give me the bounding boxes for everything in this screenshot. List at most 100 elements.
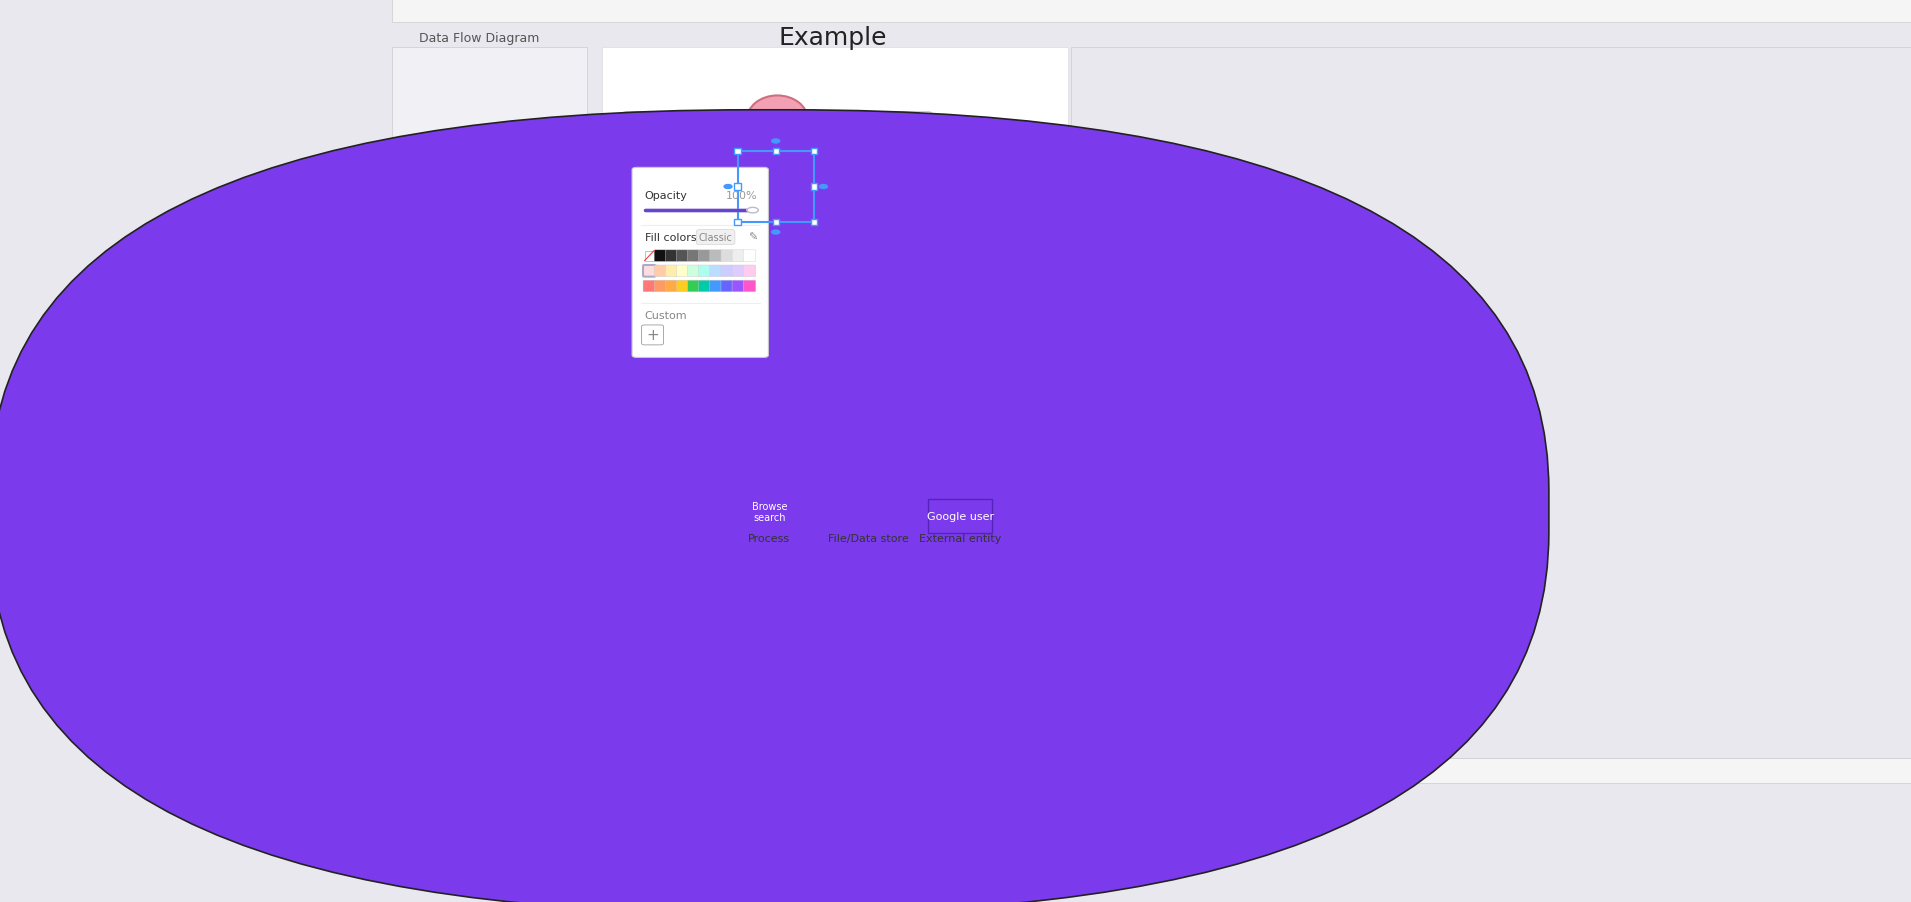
FancyBboxPatch shape bbox=[392, 759, 1911, 784]
Text: Comment: Comment bbox=[745, 265, 806, 278]
Text: Business
information: Business information bbox=[854, 143, 912, 164]
Text: Administrator: Administrator bbox=[977, 346, 1047, 356]
Text: Add or delete: Add or delete bbox=[824, 176, 885, 185]
Circle shape bbox=[667, 150, 680, 157]
FancyBboxPatch shape bbox=[732, 266, 745, 277]
Text: File/Data store: File/Data store bbox=[827, 534, 910, 544]
Text: Go: Go bbox=[612, 266, 627, 277]
FancyBboxPatch shape bbox=[841, 497, 898, 526]
Circle shape bbox=[747, 208, 759, 214]
FancyBboxPatch shape bbox=[644, 266, 655, 277]
Text: ↔: ↔ bbox=[827, 149, 835, 159]
Text: +: + bbox=[646, 328, 659, 343]
FancyBboxPatch shape bbox=[975, 167, 1049, 207]
FancyBboxPatch shape bbox=[623, 113, 931, 143]
FancyBboxPatch shape bbox=[810, 149, 818, 155]
FancyBboxPatch shape bbox=[665, 251, 678, 262]
Ellipse shape bbox=[740, 153, 812, 221]
FancyBboxPatch shape bbox=[699, 266, 711, 277]
Text: Browse: Browse bbox=[753, 180, 799, 194]
FancyBboxPatch shape bbox=[644, 252, 654, 262]
FancyBboxPatch shape bbox=[392, 49, 587, 759]
Circle shape bbox=[772, 140, 780, 143]
FancyBboxPatch shape bbox=[720, 251, 734, 262]
Ellipse shape bbox=[896, 162, 950, 213]
Text: Process: Process bbox=[749, 534, 791, 544]
FancyBboxPatch shape bbox=[676, 251, 690, 262]
Ellipse shape bbox=[896, 387, 950, 437]
FancyBboxPatch shape bbox=[856, 256, 913, 287]
FancyBboxPatch shape bbox=[978, 252, 1045, 291]
Text: Return state: Return state bbox=[806, 276, 862, 285]
FancyBboxPatch shape bbox=[810, 184, 818, 190]
FancyBboxPatch shape bbox=[734, 219, 741, 226]
Text: User
comment: User comment bbox=[845, 501, 892, 522]
FancyBboxPatch shape bbox=[665, 281, 678, 292]
FancyBboxPatch shape bbox=[699, 281, 711, 292]
FancyBboxPatch shape bbox=[743, 251, 755, 262]
Text: Administrator: Administrator bbox=[977, 182, 1047, 192]
FancyBboxPatch shape bbox=[606, 188, 633, 272]
FancyBboxPatch shape bbox=[810, 219, 818, 226]
Text: Order list: Order list bbox=[908, 406, 950, 415]
Text: T: T bbox=[743, 149, 749, 159]
Text: Custom: Custom bbox=[644, 310, 688, 320]
Text: Data flow: Data flow bbox=[669, 534, 722, 544]
FancyBboxPatch shape bbox=[709, 266, 722, 277]
Text: Add or delete: Add or delete bbox=[862, 192, 925, 201]
Text: Example: Example bbox=[780, 26, 887, 51]
Text: ◇: ◇ bbox=[776, 149, 784, 159]
FancyBboxPatch shape bbox=[978, 392, 1045, 432]
Text: ✏: ✏ bbox=[761, 149, 768, 159]
FancyBboxPatch shape bbox=[654, 251, 667, 262]
FancyBboxPatch shape bbox=[743, 266, 755, 277]
Ellipse shape bbox=[747, 97, 808, 143]
FancyBboxPatch shape bbox=[929, 500, 992, 533]
Text: Return state: Return state bbox=[835, 388, 892, 397]
Text: ●: ● bbox=[676, 149, 684, 159]
Text: Start: Start bbox=[822, 351, 848, 361]
Text: Fill colors: Fill colors bbox=[644, 233, 696, 243]
FancyBboxPatch shape bbox=[699, 251, 711, 262]
Text: Business: Business bbox=[988, 266, 1036, 277]
FancyBboxPatch shape bbox=[665, 266, 678, 277]
Text: ↖: ↖ bbox=[642, 149, 652, 159]
Ellipse shape bbox=[740, 238, 812, 305]
Text: ✎: ✎ bbox=[747, 233, 757, 243]
Text: ⊟: ⊟ bbox=[726, 149, 734, 159]
Text: Add or delete: Add or delete bbox=[931, 173, 992, 182]
Text: ≡: ≡ bbox=[810, 149, 818, 159]
Text: Submit: Submit bbox=[818, 258, 850, 267]
FancyBboxPatch shape bbox=[734, 149, 741, 155]
Text: Browse
search: Browse search bbox=[751, 502, 787, 523]
Text: Browse
search: Browse search bbox=[755, 345, 797, 366]
Ellipse shape bbox=[740, 322, 812, 390]
Circle shape bbox=[820, 185, 827, 189]
FancyBboxPatch shape bbox=[654, 266, 667, 277]
Text: ⊞: ⊞ bbox=[709, 149, 719, 159]
FancyBboxPatch shape bbox=[676, 266, 690, 277]
Ellipse shape bbox=[896, 246, 950, 297]
FancyBboxPatch shape bbox=[850, 138, 915, 170]
Text: Data Flow Diagram: Data Flow Diagram bbox=[419, 32, 539, 45]
FancyBboxPatch shape bbox=[772, 149, 780, 155]
Text: Start: Start bbox=[910, 407, 936, 417]
FancyBboxPatch shape bbox=[642, 326, 663, 345]
FancyBboxPatch shape bbox=[676, 281, 690, 292]
Text: Business
information: Business information bbox=[780, 132, 831, 151]
FancyBboxPatch shape bbox=[772, 219, 780, 226]
FancyBboxPatch shape bbox=[688, 281, 699, 292]
Text: Opacity: Opacity bbox=[644, 190, 688, 201]
FancyBboxPatch shape bbox=[720, 281, 734, 292]
Text: ⋮: ⋮ bbox=[625, 149, 634, 159]
FancyBboxPatch shape bbox=[732, 251, 745, 262]
FancyBboxPatch shape bbox=[709, 251, 722, 262]
FancyBboxPatch shape bbox=[627, 469, 1047, 566]
FancyBboxPatch shape bbox=[392, 0, 1911, 23]
FancyBboxPatch shape bbox=[1072, 49, 1911, 759]
FancyBboxPatch shape bbox=[709, 281, 722, 292]
FancyBboxPatch shape bbox=[644, 281, 655, 292]
FancyBboxPatch shape bbox=[720, 266, 734, 277]
Circle shape bbox=[772, 231, 780, 235]
Text: Informat: Informat bbox=[757, 115, 799, 124]
